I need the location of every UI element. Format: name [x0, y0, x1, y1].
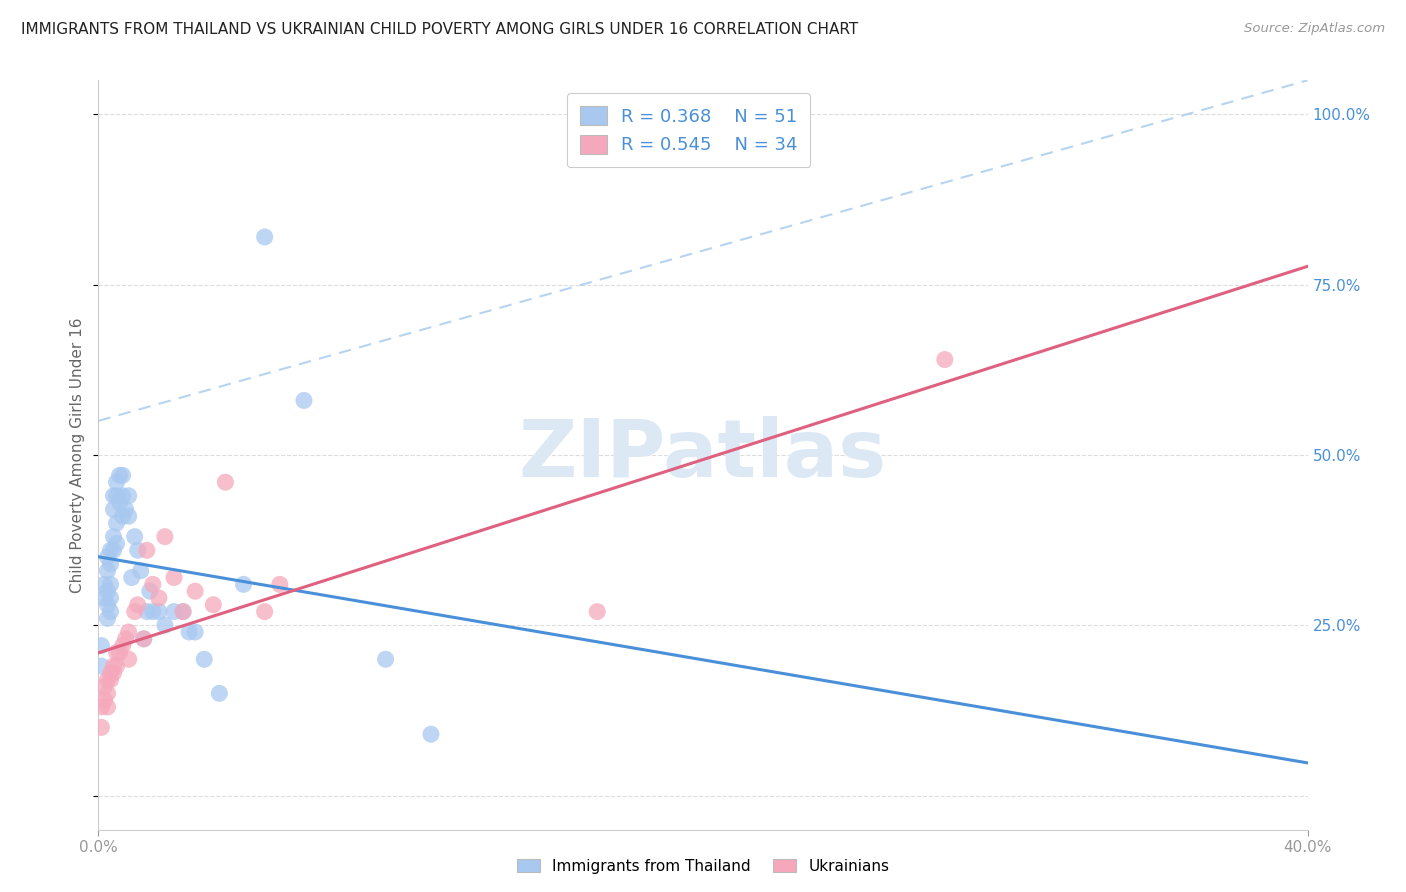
Point	[105, 536, 128, 550]
Point	[172, 605, 194, 619]
Point	[100, 557, 122, 571]
Point	[163, 570, 186, 584]
Point	[96, 611, 118, 625]
Point	[163, 605, 186, 619]
Legend: Immigrants from Thailand, Ukrainians: Immigrants from Thailand, Ukrainians	[510, 853, 896, 880]
Point	[127, 598, 149, 612]
Text: ZIPatlas: ZIPatlas	[519, 416, 887, 494]
Point	[93, 680, 115, 694]
Point	[420, 727, 443, 741]
Point	[121, 570, 143, 584]
Point	[132, 632, 155, 646]
Point	[118, 489, 141, 503]
Text: Source: ZipAtlas.com: Source: ZipAtlas.com	[1244, 22, 1385, 36]
Point	[100, 673, 122, 687]
Point	[124, 605, 146, 619]
Point	[172, 605, 194, 619]
Point	[100, 665, 122, 680]
Point	[208, 686, 231, 700]
Point	[127, 543, 149, 558]
Point	[114, 632, 136, 646]
Point	[103, 489, 125, 503]
Point	[184, 625, 207, 640]
Point	[100, 543, 122, 558]
Point	[269, 577, 291, 591]
Point	[586, 605, 609, 619]
Point	[124, 530, 146, 544]
Point	[292, 393, 315, 408]
Point	[114, 502, 136, 516]
Point	[93, 577, 115, 591]
Point	[111, 489, 134, 503]
Point	[105, 659, 128, 673]
Point	[135, 543, 157, 558]
Point	[148, 591, 170, 605]
Point	[148, 605, 170, 619]
Point	[108, 468, 131, 483]
Point	[96, 686, 118, 700]
Point	[105, 645, 128, 659]
Point	[118, 625, 141, 640]
Point	[108, 495, 131, 509]
Point	[253, 605, 276, 619]
Point	[142, 605, 165, 619]
Point	[111, 468, 134, 483]
Point	[96, 564, 118, 578]
Point	[118, 509, 141, 524]
Point	[100, 591, 122, 605]
Point	[100, 605, 122, 619]
Point	[105, 516, 128, 530]
Point	[103, 530, 125, 544]
Point	[202, 598, 225, 612]
Point	[132, 632, 155, 646]
Legend: R = 0.368    N = 51, R = 0.545    N = 34: R = 0.368 N = 51, R = 0.545 N = 34	[567, 93, 810, 167]
Point	[105, 475, 128, 490]
Point	[129, 564, 152, 578]
Point	[108, 645, 131, 659]
Point	[153, 618, 176, 632]
Point	[90, 700, 112, 714]
Point	[184, 584, 207, 599]
Text: IMMIGRANTS FROM THAILAND VS UKRAINIAN CHILD POVERTY AMONG GIRLS UNDER 16 CORRELA: IMMIGRANTS FROM THAILAND VS UKRAINIAN CH…	[21, 22, 858, 37]
Point	[96, 673, 118, 687]
Point	[232, 577, 254, 591]
Point	[934, 352, 956, 367]
Point	[193, 652, 215, 666]
Point	[96, 550, 118, 565]
Point	[96, 700, 118, 714]
Point	[90, 639, 112, 653]
Point	[93, 693, 115, 707]
Point	[96, 584, 118, 599]
Point	[93, 591, 115, 605]
Point	[135, 605, 157, 619]
Point	[139, 584, 162, 599]
Point	[105, 489, 128, 503]
Point	[111, 509, 134, 524]
Point	[100, 577, 122, 591]
Point	[118, 652, 141, 666]
Point	[153, 530, 176, 544]
Point	[90, 720, 112, 734]
Point	[374, 652, 396, 666]
Point	[253, 230, 276, 244]
Point	[90, 659, 112, 673]
Point	[214, 475, 236, 490]
Point	[103, 659, 125, 673]
Point	[103, 502, 125, 516]
Point	[111, 639, 134, 653]
Point	[103, 665, 125, 680]
Point	[103, 543, 125, 558]
Y-axis label: Child Poverty Among Girls Under 16: Child Poverty Among Girls Under 16	[70, 318, 86, 592]
Point	[179, 625, 201, 640]
Point	[96, 598, 118, 612]
Point	[142, 577, 165, 591]
